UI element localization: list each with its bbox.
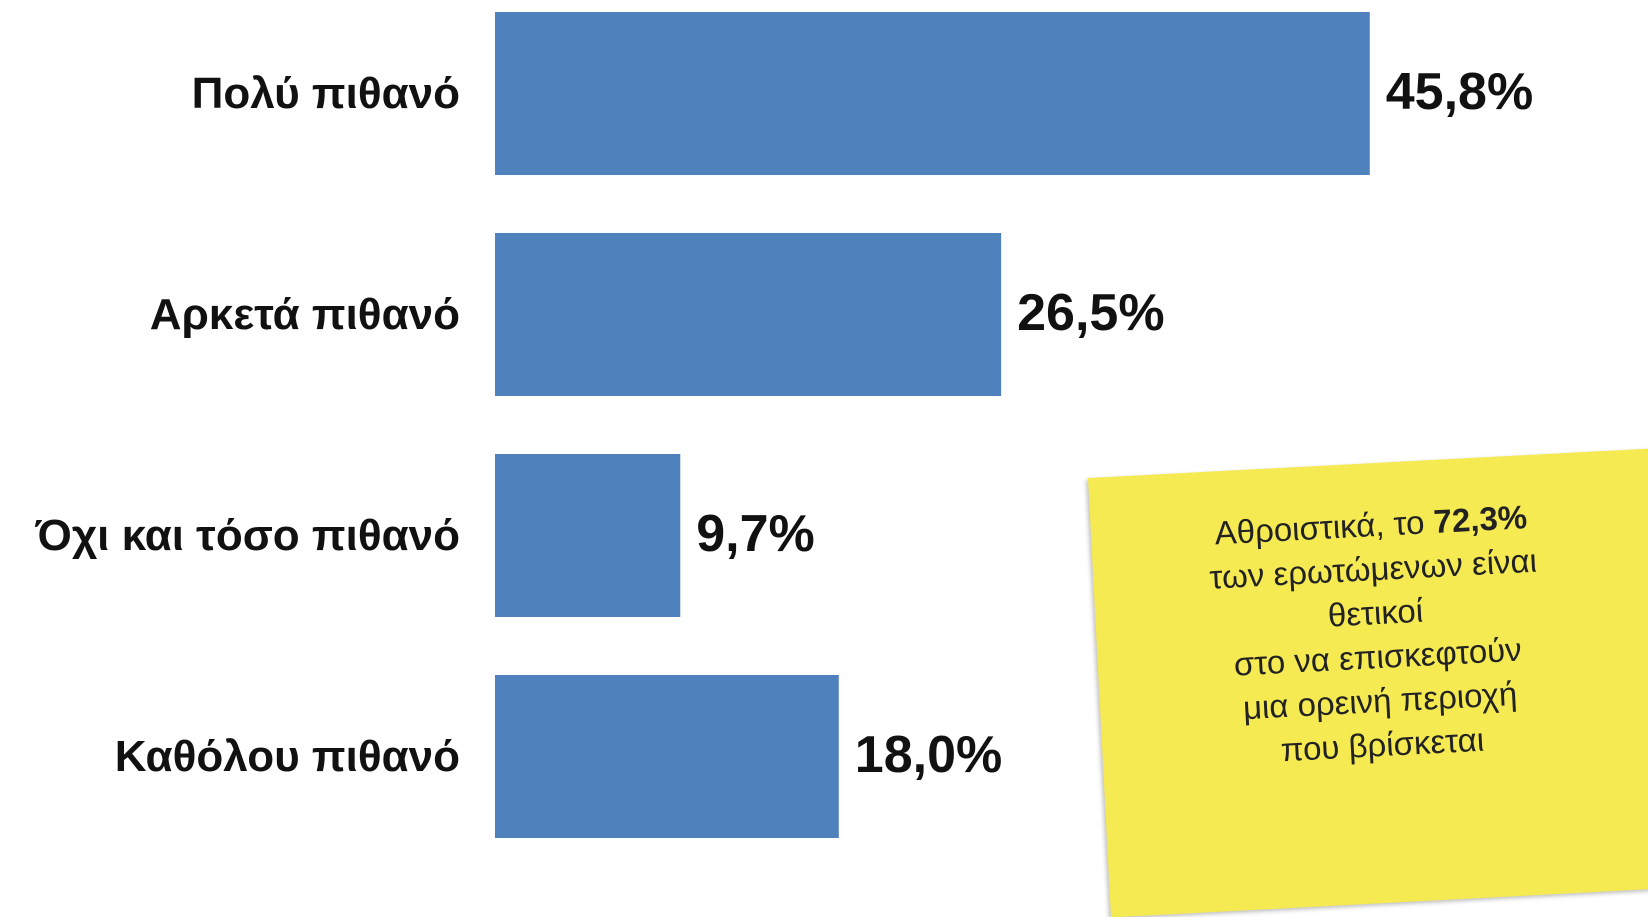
category-label: Όχι και τόσο πιθανό [20,454,460,617]
annotation-text: Αθροιστικά, το 72,3% των ερωτώμενων είναι… [1090,489,1648,782]
value-label: 18,0% [855,726,1002,784]
annotation-line: στο να επισκεφτούν [1232,630,1523,683]
annotation-line: των ερωτώμενων είναι [1208,541,1538,596]
annotation-lead: Αθροιστικά, το [1213,503,1426,552]
value-label: 26,5% [1017,284,1164,342]
bar [495,675,839,838]
page: 45,8% 26,5% 9,7% 18,0% Πολύ πιθανό Αρκετά πι… [20,12,1648,917]
bar [495,233,1002,396]
annotation-line: που βρίσκεται [1279,720,1485,769]
annotation-line: μια ορεινή περιοχή [1242,674,1519,727]
value-label: 45,8% [1386,63,1533,121]
category-text: Πολύ πιθανό [191,68,460,118]
annotation-highlight: 72,3% [1432,498,1528,540]
value-label: 9,7% [696,505,815,563]
category-label: Αρκετά πιθανό [20,233,460,396]
category-label: Πολύ πιθανό [20,12,460,175]
chart: 45,8% 26,5% 9,7% 18,0% [495,12,1533,838]
annotation-note: Αθροιστικά, το 72,3% των ερωτώμενων είναι… [1088,446,1648,917]
bar [495,12,1370,175]
annotation-line: θετικοί [1326,591,1424,634]
category-text: Όχι και τόσο πιθανό [35,510,460,560]
bar [495,454,681,617]
category-text: Αρκετά πιθανό [149,289,460,339]
category-label: Καθόλου πιθανό [20,675,460,838]
category-text: Καθόλου πιθανό [114,731,460,781]
